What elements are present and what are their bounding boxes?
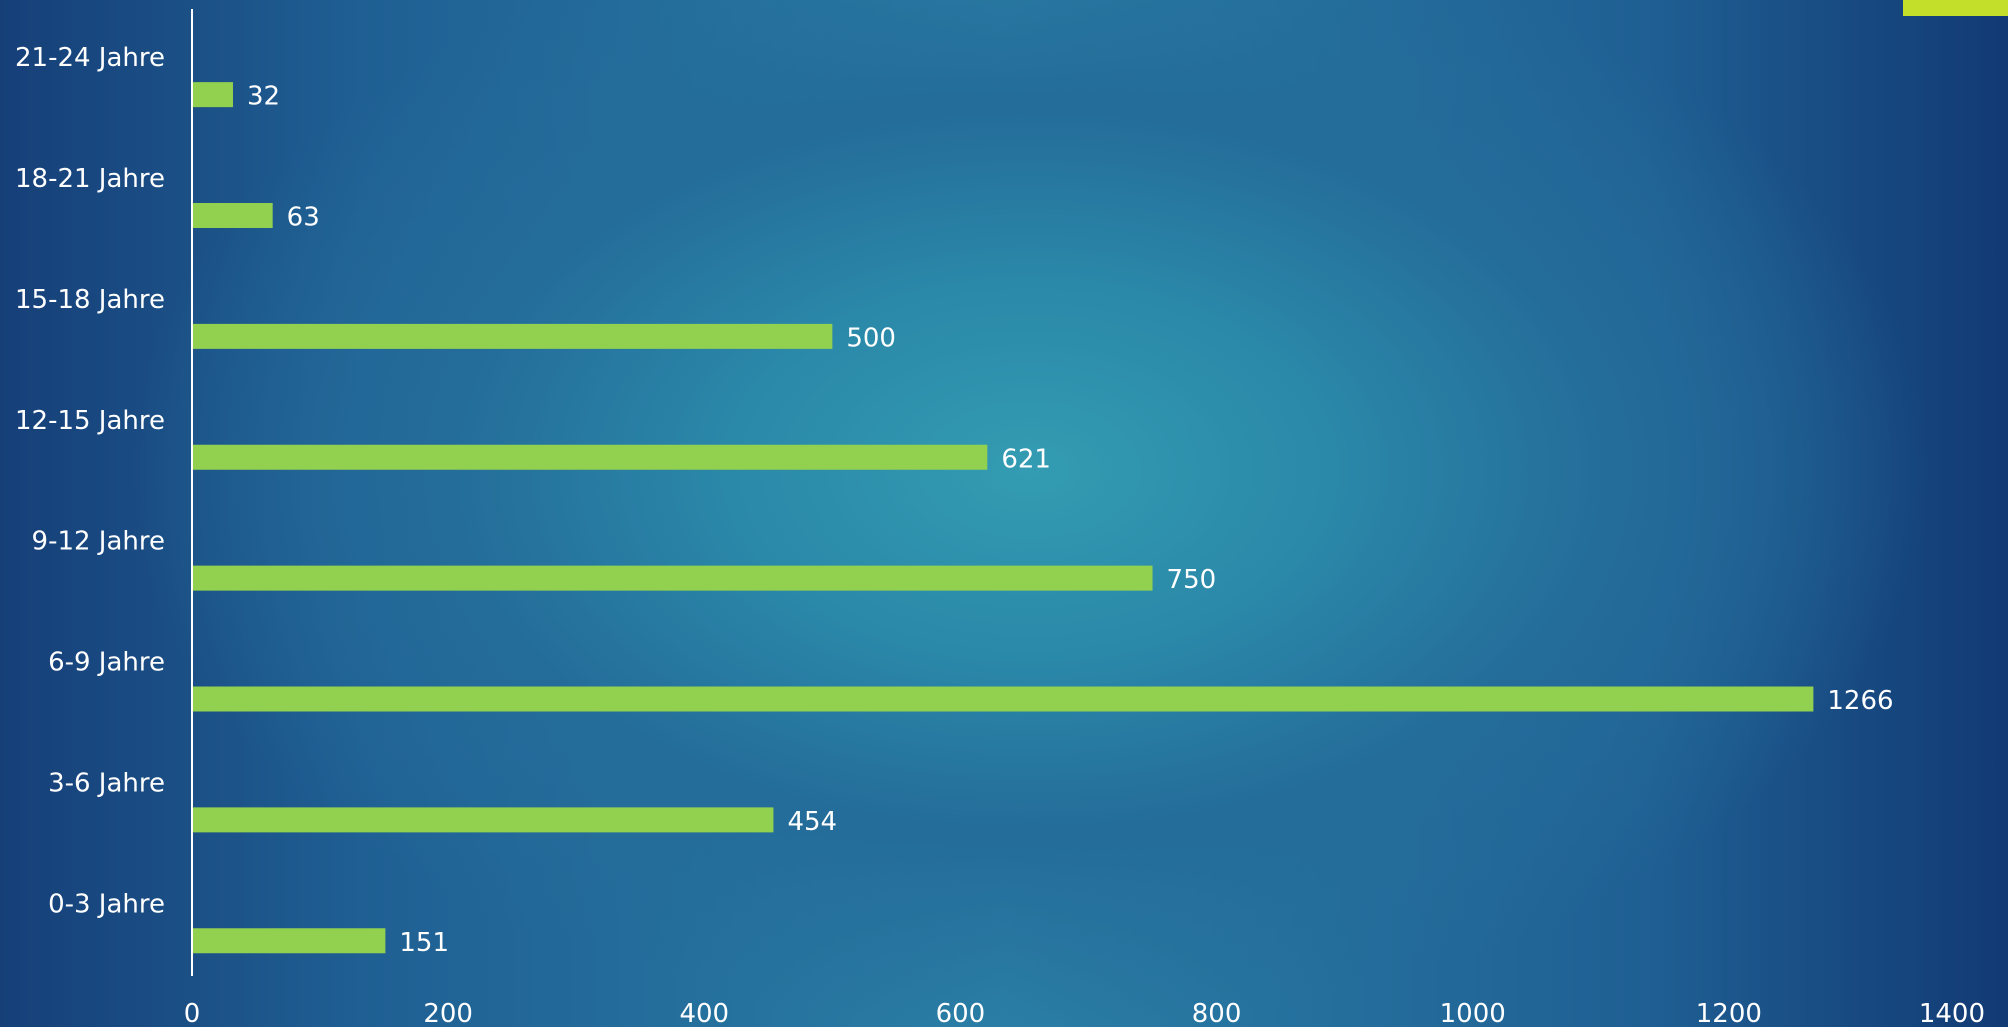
category-label: 0-3 Jahre <box>48 889 165 919</box>
x-tick-label: 0 <box>184 999 201 1027</box>
x-tick-label: 1200 <box>1696 999 1762 1027</box>
value-label: 621 <box>1001 444 1051 474</box>
x-tick-label: 1400 <box>1919 999 1985 1027</box>
category-label: 12-15 Jahre <box>15 406 165 436</box>
bars-group <box>192 82 1814 954</box>
bar-0-3-jahre <box>192 928 386 954</box>
bar-15-18-jahre <box>192 323 833 349</box>
value-label: 454 <box>787 807 837 837</box>
x-tick-labels-group: 0 200 400 600 800 1000 1200 1400 <box>184 999 1985 1027</box>
bar-6-9-jahre <box>192 686 1814 712</box>
accent-bar <box>1903 0 2008 16</box>
category-labels-group: 0-3 Jahre 3-6 Jahre 6-9 Jahre 9-12 Jahre 12-… <box>15 43 165 919</box>
x-tick-label: 200 <box>423 999 473 1027</box>
value-labels-group: 151 454 1266 750 621 500 63 32 <box>247 82 1894 958</box>
x-tick-label: 800 <box>1192 999 1242 1027</box>
value-label: 750 <box>1167 565 1217 595</box>
category-label: 18-21 Jahre <box>15 164 165 194</box>
value-label: 1266 <box>1827 686 1893 716</box>
category-label: 15-18 Jahre <box>15 285 165 315</box>
category-label: 9-12 Jahre <box>32 527 165 557</box>
category-label: 6-9 Jahre <box>48 648 165 678</box>
category-label: 3-6 Jahre <box>48 768 165 798</box>
x-tick-label: 600 <box>936 999 986 1027</box>
x-tick-label: 400 <box>679 999 729 1027</box>
bar-9-12-jahre <box>192 565 1153 591</box>
bar-18-21-jahre <box>192 203 273 229</box>
x-tick-label: 1000 <box>1440 999 1506 1027</box>
bar-3-6-jahre <box>192 807 774 833</box>
value-label: 151 <box>399 928 449 958</box>
value-label: 32 <box>247 82 280 112</box>
value-label: 500 <box>846 323 896 353</box>
category-label: 21-24 Jahre <box>15 43 165 73</box>
bar-21-24-jahre <box>192 82 233 108</box>
bar-12-15-jahre <box>192 444 988 470</box>
value-label: 63 <box>287 203 320 233</box>
